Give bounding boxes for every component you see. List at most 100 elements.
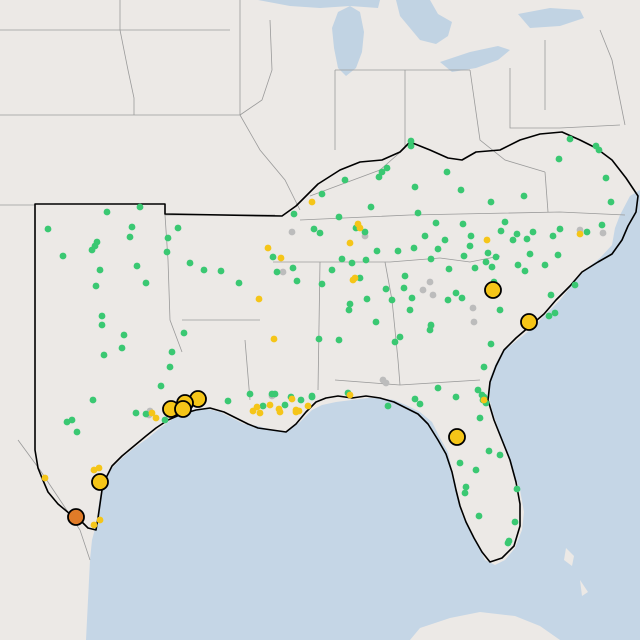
station-marker-green[interactable]: [466, 242, 474, 250]
station-marker-green[interactable]: [268, 390, 276, 398]
station-marker-green[interactable]: [341, 176, 349, 184]
station-marker-green[interactable]: [480, 363, 488, 371]
station-marker-green[interactable]: [414, 209, 422, 217]
station-marker-green[interactable]: [476, 414, 484, 422]
station-marker-green[interactable]: [555, 155, 563, 163]
station-marker-green[interactable]: [289, 264, 297, 272]
station-marker-gray[interactable]: [599, 229, 607, 237]
station-marker-green[interactable]: [338, 255, 346, 263]
station-marker-green[interactable]: [427, 255, 435, 263]
station-marker-large-yellow[interactable]: [484, 281, 502, 299]
station-marker-green[interactable]: [556, 225, 564, 233]
station-marker-green[interactable]: [128, 223, 136, 231]
station-marker-green[interactable]: [164, 234, 172, 242]
station-marker-green[interactable]: [161, 416, 169, 424]
station-marker-green[interactable]: [549, 232, 557, 240]
station-marker-green[interactable]: [529, 228, 537, 236]
station-marker-yellow[interactable]: [264, 244, 272, 252]
station-marker-green[interactable]: [361, 228, 369, 236]
station-marker-yellow[interactable]: [288, 395, 296, 403]
station-marker-green[interactable]: [434, 245, 442, 253]
station-marker-green[interactable]: [488, 263, 496, 271]
station-marker-green[interactable]: [224, 397, 232, 405]
station-marker-green[interactable]: [98, 312, 106, 320]
station-marker-green[interactable]: [566, 135, 574, 143]
station-marker-large-orange[interactable]: [67, 508, 85, 526]
station-marker-green[interactable]: [136, 203, 144, 211]
station-marker-yellow[interactable]: [480, 396, 488, 404]
station-marker-green[interactable]: [186, 259, 194, 267]
station-marker-green[interactable]: [168, 348, 176, 356]
station-marker-green[interactable]: [166, 363, 174, 371]
station-marker-green[interactable]: [472, 466, 480, 474]
station-marker-green[interactable]: [460, 252, 468, 260]
station-marker-green[interactable]: [132, 409, 140, 417]
station-marker-green[interactable]: [396, 333, 404, 341]
station-marker-gray[interactable]: [419, 286, 427, 294]
station-marker-green[interactable]: [457, 186, 465, 194]
station-marker-yellow[interactable]: [90, 521, 98, 529]
station-marker-green[interactable]: [316, 229, 324, 237]
station-marker-green[interactable]: [293, 277, 301, 285]
station-marker-yellow[interactable]: [277, 254, 285, 262]
station-marker-green[interactable]: [142, 410, 150, 418]
station-marker-green[interactable]: [100, 351, 108, 359]
station-marker-yellow[interactable]: [41, 474, 49, 482]
station-marker-green[interactable]: [400, 284, 408, 292]
station-marker-green[interactable]: [607, 198, 615, 206]
station-marker-green[interactable]: [416, 400, 424, 408]
station-marker-green[interactable]: [526, 250, 534, 258]
station-marker-green[interactable]: [545, 312, 553, 320]
station-marker-green[interactable]: [362, 256, 370, 264]
station-marker-green[interactable]: [421, 232, 429, 240]
station-marker-green[interactable]: [310, 225, 318, 233]
station-marker-green[interactable]: [318, 190, 326, 198]
station-marker-green[interactable]: [126, 233, 134, 241]
station-marker-green[interactable]: [443, 168, 451, 176]
station-marker-green[interactable]: [461, 489, 469, 497]
station-marker-green[interactable]: [63, 418, 71, 426]
station-marker-green[interactable]: [401, 272, 409, 280]
station-marker-yellow[interactable]: [256, 409, 264, 417]
station-marker-green[interactable]: [235, 279, 243, 287]
station-marker-green[interactable]: [103, 208, 111, 216]
station-marker-green[interactable]: [485, 447, 493, 455]
station-marker-green[interactable]: [475, 512, 483, 520]
station-marker-green[interactable]: [59, 252, 67, 260]
station-marker-green[interactable]: [444, 296, 452, 304]
station-marker-yellow[interactable]: [346, 391, 354, 399]
station-marker-green[interactable]: [496, 306, 504, 314]
station-marker-green[interactable]: [315, 335, 323, 343]
station-marker-green[interactable]: [445, 265, 453, 273]
station-marker-green[interactable]: [513, 485, 521, 493]
station-marker-green[interactable]: [318, 280, 326, 288]
station-marker-yellow[interactable]: [351, 274, 359, 282]
station-marker-green[interactable]: [520, 192, 528, 200]
station-marker-green[interactable]: [487, 340, 495, 348]
station-marker-green[interactable]: [458, 294, 466, 302]
station-marker-green[interactable]: [382, 285, 390, 293]
station-marker-green[interactable]: [118, 344, 126, 352]
station-marker-gray[interactable]: [469, 304, 477, 312]
station-marker-green[interactable]: [348, 259, 356, 267]
station-marker-green[interactable]: [44, 225, 52, 233]
station-marker-green[interactable]: [497, 227, 505, 235]
station-marker-gray[interactable]: [429, 291, 437, 299]
station-marker-green[interactable]: [482, 258, 490, 266]
station-marker-green[interactable]: [346, 300, 354, 308]
station-marker-green[interactable]: [501, 218, 509, 226]
station-marker-green[interactable]: [547, 291, 555, 299]
station-marker-green[interactable]: [456, 459, 464, 467]
station-marker-green[interactable]: [471, 264, 479, 272]
station-marker-yellow[interactable]: [95, 464, 103, 472]
station-marker-green[interactable]: [281, 401, 289, 409]
station-marker-yellow[interactable]: [308, 198, 316, 206]
station-marker-green[interactable]: [133, 262, 141, 270]
station-marker-green[interactable]: [434, 384, 442, 392]
station-marker-green[interactable]: [513, 230, 521, 238]
station-marker-green[interactable]: [372, 318, 380, 326]
station-marker-green[interactable]: [89, 396, 97, 404]
station-marker-green[interactable]: [383, 164, 391, 172]
station-marker-gray[interactable]: [288, 228, 296, 236]
